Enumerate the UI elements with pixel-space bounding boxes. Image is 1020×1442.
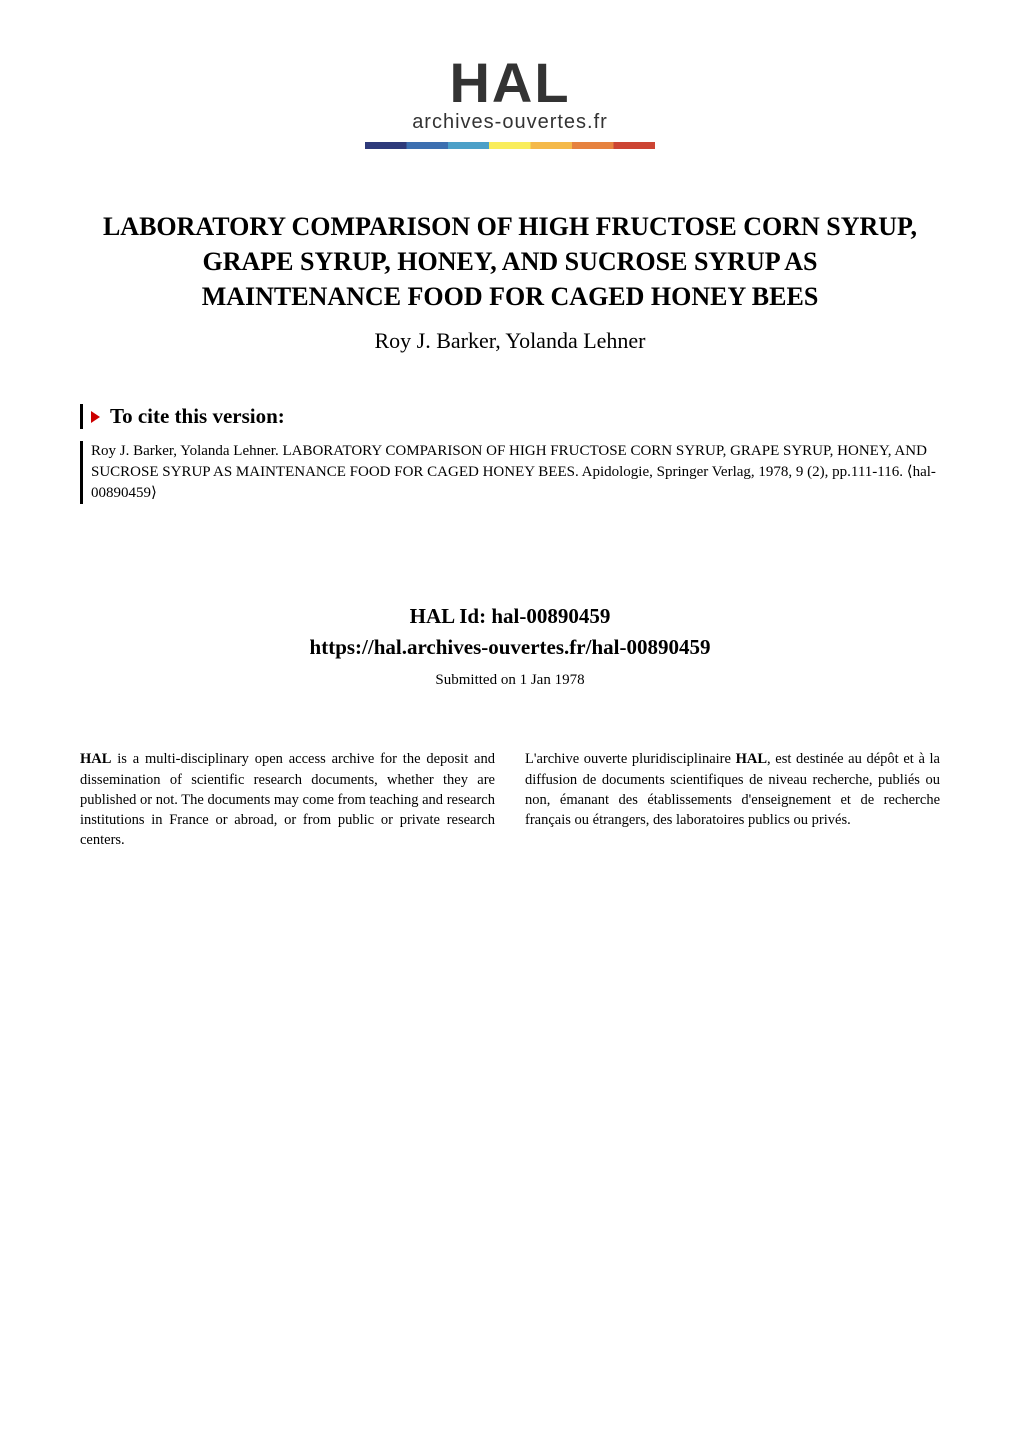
footer-left-text: is a multi-disciplinary open access arch…: [80, 751, 495, 848]
cite-title: To cite this version:: [110, 404, 285, 428]
cite-body: Roy J. Barker, Yolanda Lehner. LABORATOR…: [80, 441, 940, 504]
footer-right-bold: HAL: [736, 751, 767, 767]
cite-header: To cite this version:: [80, 404, 940, 429]
submitted-date: Submitted on 1 Jan 1978: [80, 672, 940, 689]
logo-gradient-underline: [365, 142, 655, 149]
hal-id-label: HAL Id: hal-00890459: [80, 604, 940, 629]
paper-authors: Roy J. Barker, Yolanda Lehner: [100, 328, 920, 354]
hal-id-section: HAL Id: hal-00890459 https://hal.archive…: [80, 604, 940, 689]
footer-columns: HAL is a multi-disciplinary open access …: [80, 749, 940, 850]
gradient-bar: [365, 142, 655, 149]
title-section: LABORATORY COMPARISON OF HIGH FRUCTOSE C…: [80, 209, 940, 354]
footer-right-column: L'archive ouverte pluridisciplinaire HAL…: [525, 749, 940, 850]
hal-id-url: https://hal.archives-ouvertes.fr/hal-008…: [80, 635, 940, 660]
triangle-icon: [91, 411, 100, 423]
logo-acronym: HAL: [365, 50, 655, 115]
cite-section: To cite this version: Roy J. Barker, Yol…: [80, 404, 940, 504]
hal-logo-section: HAL archives-ouvertes.fr: [80, 50, 940, 149]
paper-title: LABORATORY COMPARISON OF HIGH FRUCTOSE C…: [100, 209, 920, 314]
hal-logo: HAL archives-ouvertes.fr: [365, 50, 655, 149]
footer-left-column: HAL is a multi-disciplinary open access …: [80, 749, 495, 850]
logo-tagline: archives-ouvertes.fr: [365, 111, 655, 134]
footer-right-pre: L'archive ouverte pluridisciplinaire: [525, 751, 736, 767]
footer-left-bold: HAL: [80, 751, 111, 767]
